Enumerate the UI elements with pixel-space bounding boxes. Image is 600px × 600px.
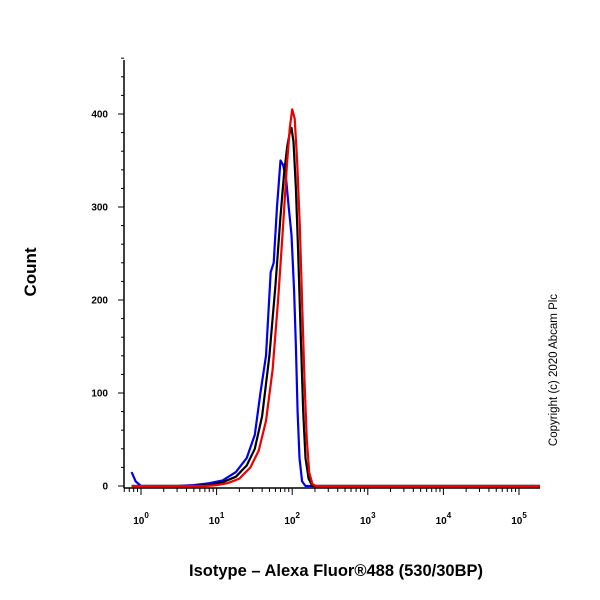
y-tick-label: 300 bbox=[91, 203, 108, 214]
series-line-2 bbox=[131, 126, 540, 488]
y-tick-label: 400 bbox=[91, 110, 108, 121]
series-line-1 bbox=[130, 159, 540, 488]
y-axis-ticks: 0 100 200 300 400 bbox=[91, 57, 124, 493]
x-axis-ticks: 100 101 102 103 104 105 bbox=[123, 488, 527, 527]
plot-frame bbox=[123, 60, 540, 489]
x-tick-label: 102 bbox=[284, 511, 300, 527]
y-tick-label: 0 bbox=[102, 482, 108, 493]
x-tick-label: 100 bbox=[133, 511, 149, 527]
x-tick-label: 104 bbox=[436, 511, 452, 527]
histogram-series bbox=[130, 108, 540, 488]
y-tick-label: 200 bbox=[91, 296, 108, 307]
copyright-annotation: Copyright (c) 2020 Abcam Plc bbox=[548, 294, 560, 446]
y-tick-label: 100 bbox=[91, 389, 108, 400]
x-tick-label: 101 bbox=[209, 511, 225, 527]
x-tick-label: 105 bbox=[511, 511, 527, 527]
x-axis-title: Isotype – Alexa Fluor®488 (530/30BP) bbox=[189, 562, 483, 580]
series-line-3 bbox=[131, 108, 540, 488]
y-axis-title: Count bbox=[21, 247, 40, 296]
x-tick-label: 103 bbox=[360, 511, 376, 527]
